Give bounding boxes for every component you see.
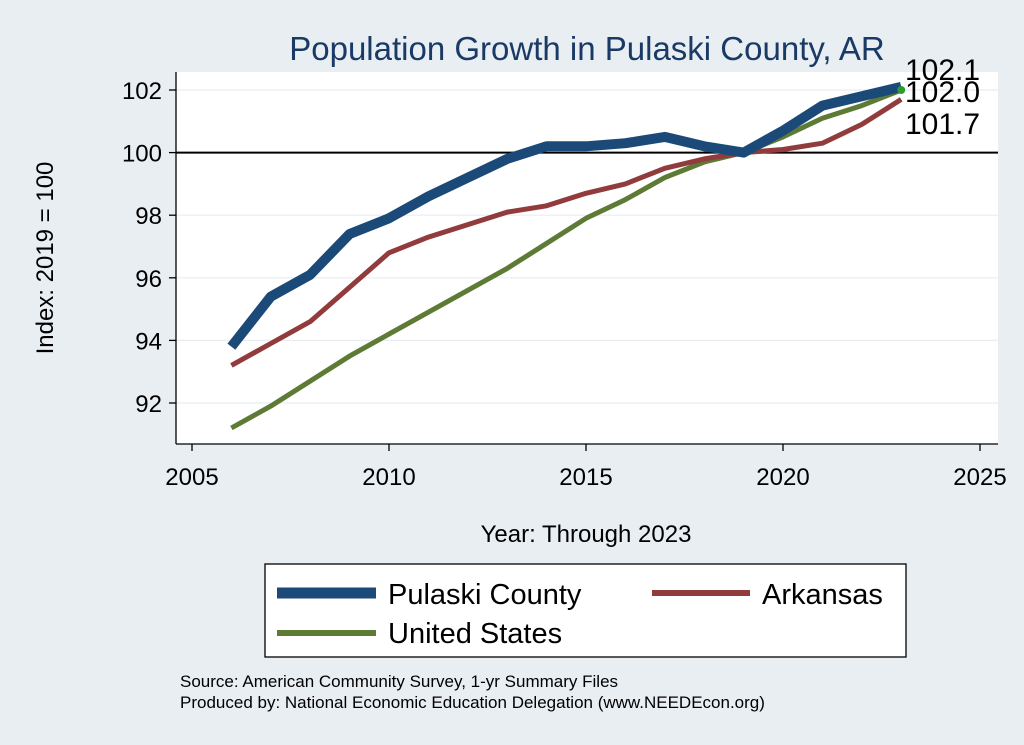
x-axis-label: Year: Through 2023 [481, 521, 692, 548]
series-line-united-states [230, 87, 903, 431]
x-tick-label-2010: 2010 [362, 464, 415, 491]
y-tick-label-94: 94 [135, 328, 162, 355]
end-label-united-states: 102.0 [905, 76, 980, 109]
series-line-pulaski-county [227, 82, 903, 350]
y-tick-label-102: 102 [122, 78, 162, 105]
y-tick-label-100: 100 [122, 141, 162, 168]
chart-title: Population Growth in Pulaski County, AR [289, 30, 885, 67]
end-point-marker [897, 86, 906, 94]
y-axis-label: Index: 2019 = 100 [32, 162, 59, 355]
legend-box [264, 563, 907, 658]
x-tick-label-2015: 2015 [559, 464, 612, 491]
y-tick-label-96: 96 [135, 266, 162, 293]
series-line-arkansas [230, 97, 903, 368]
producer-note: Produced by: National Economic Education… [180, 693, 765, 712]
legend-label-pulaski-county: Pulaski County [388, 579, 582, 611]
legend-label-arkansas: Arkansas [762, 579, 883, 611]
end-label-pulaski-county: 102.1 [905, 54, 980, 87]
series-group [227, 82, 906, 431]
x-tick-label-2025: 2025 [953, 464, 1006, 491]
x-tick-label-2005: 2005 [165, 464, 218, 491]
legend-label-united-states: United States [388, 618, 562, 650]
x-axis-ticks: 2005 2010 2015 2020 2025 [165, 444, 1007, 491]
x-tick-label-2020: 2020 [756, 464, 809, 491]
source-note: Source: American Community Survey, 1-yr … [180, 672, 618, 691]
y-tick-label-92: 92 [135, 391, 162, 418]
end-label-arkansas: 101.7 [905, 108, 980, 141]
y-axis-ticks: 92 94 96 98 100 102 [122, 78, 176, 418]
y-tick-label-98: 98 [135, 203, 162, 230]
